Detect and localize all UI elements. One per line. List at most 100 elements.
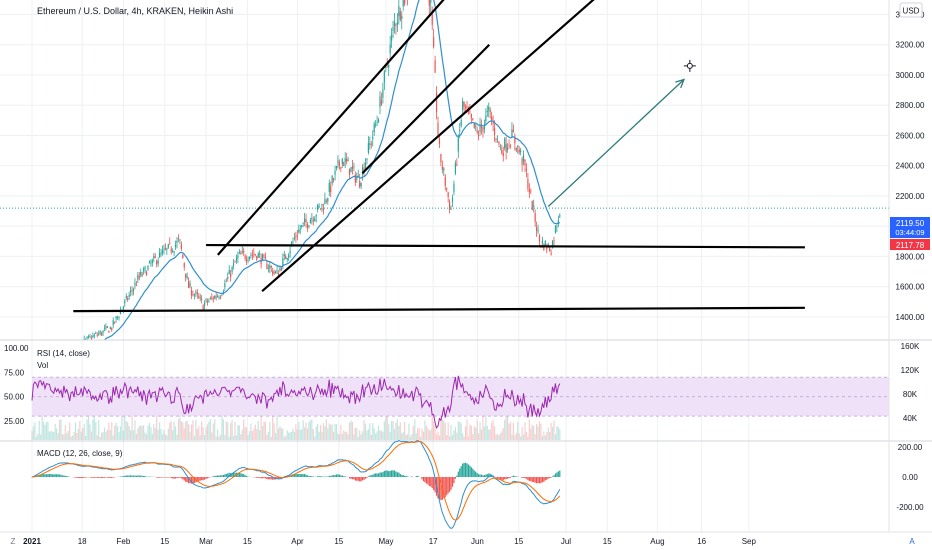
macd-histogram-bar xyxy=(350,477,352,479)
volume-bar xyxy=(183,428,185,440)
macd-histogram-bar xyxy=(321,476,323,477)
macd-histogram-bar xyxy=(434,477,436,493)
candle-body xyxy=(370,143,372,145)
volume-bar xyxy=(69,422,71,440)
macd-histogram-bar xyxy=(134,475,136,477)
macd-histogram-bar xyxy=(460,466,462,477)
rsi-pane[interactable]: 25.00 50.00 75.00 100.00 xyxy=(4,344,889,429)
candle-body xyxy=(183,263,185,268)
candle-body xyxy=(276,270,278,272)
candle-body xyxy=(292,240,294,242)
macd-histogram-bar xyxy=(43,474,45,477)
volume-bar xyxy=(163,430,165,440)
candle-body xyxy=(261,254,264,261)
volume-bar xyxy=(546,431,548,440)
candle-body xyxy=(479,124,481,132)
volume-bar xyxy=(198,425,200,440)
macd-histogram-bar xyxy=(301,474,303,477)
volume-bar xyxy=(464,426,467,440)
currency-box[interactable] xyxy=(899,2,923,18)
macd-histogram-bar xyxy=(380,472,383,477)
volume-bar xyxy=(196,428,198,440)
rsi-legend[interactable]: RSI (14, close) xyxy=(37,349,90,358)
volume-bar xyxy=(67,430,69,440)
macd-histogram-bar xyxy=(102,477,104,478)
last-price-badge xyxy=(890,217,930,238)
macd-histogram-bar xyxy=(109,477,111,478)
candle-body xyxy=(109,327,111,330)
volume-bar xyxy=(56,428,58,440)
macd-histogram-bar xyxy=(206,477,209,479)
macd-histogram-bar xyxy=(505,477,507,480)
volume-bar xyxy=(77,428,79,440)
volume-bar xyxy=(109,430,111,440)
volume-bar xyxy=(282,428,284,440)
volume-bar xyxy=(388,424,390,440)
volume-bar xyxy=(111,422,113,440)
volume-bar xyxy=(227,422,229,440)
macd-histogram-bar xyxy=(180,477,182,479)
macd-histogram-bar xyxy=(377,473,380,477)
macd-histogram-bar xyxy=(369,475,371,477)
volume-bar xyxy=(469,424,471,440)
candle-body xyxy=(156,260,158,265)
macd-histogram-bar xyxy=(521,477,523,479)
candle-body xyxy=(298,229,300,233)
timezone-icon[interactable]: Z xyxy=(11,537,16,546)
volume-bar xyxy=(58,419,61,440)
candle-body xyxy=(164,248,166,250)
volume-bar xyxy=(190,424,193,440)
candle-body xyxy=(154,256,156,258)
candle-body xyxy=(208,300,210,302)
candle-body xyxy=(286,258,288,260)
time-tick-label: Aug xyxy=(650,537,664,546)
drawing-layer[interactable] xyxy=(73,0,805,313)
volume-bar xyxy=(250,423,252,440)
volume-bar xyxy=(246,427,248,440)
candle-body xyxy=(512,130,514,133)
macd-legend[interactable]: MACD (12, 26, close, 9) xyxy=(37,449,123,458)
volume-bar xyxy=(327,428,329,440)
volume-bar xyxy=(79,420,81,440)
volume-bar xyxy=(318,431,320,440)
candle-body xyxy=(180,244,182,249)
volume-bar xyxy=(343,430,345,440)
volume-bar xyxy=(351,421,354,440)
macd-histogram-bar xyxy=(174,477,177,479)
volume-bar xyxy=(179,403,181,440)
price-pane[interactable] xyxy=(0,0,889,421)
volume-bar xyxy=(489,429,491,440)
volume-bar xyxy=(467,436,470,440)
volume-bar xyxy=(538,421,541,440)
macd-histogram-bar xyxy=(340,475,342,477)
macd-histogram-bar xyxy=(534,477,536,483)
time-tick-label: 18 xyxy=(78,537,87,546)
macd-histogram-bar xyxy=(47,474,49,477)
macd-histogram-bar xyxy=(367,476,369,477)
macd-histogram-bar xyxy=(398,472,400,477)
candle-body xyxy=(376,122,378,124)
volume-bar xyxy=(182,422,184,440)
volume-bar xyxy=(93,395,95,440)
macd-histogram-bar xyxy=(509,477,512,478)
volume-legend[interactable]: Vol xyxy=(37,361,48,370)
candle-body xyxy=(173,251,175,253)
macd-pane[interactable]: 200.00 0.00 -200.00 xyxy=(31,439,924,529)
macd-histogram-bar xyxy=(427,477,429,485)
candle-body xyxy=(128,294,130,297)
macd-histogram-bar xyxy=(41,474,43,477)
macd-histogram-bar xyxy=(260,477,262,479)
volume-bar xyxy=(488,429,490,440)
volume-bar xyxy=(228,436,230,440)
auto-scale-icon[interactable]: A xyxy=(909,537,915,546)
macd-histogram-bar xyxy=(202,477,204,481)
candle-body xyxy=(218,297,220,299)
candle-body xyxy=(230,274,232,278)
volume-bar xyxy=(222,419,224,440)
volume-bar xyxy=(128,425,130,440)
volume-bar xyxy=(164,434,166,440)
candle-body xyxy=(486,111,488,113)
volume-bar xyxy=(266,435,268,440)
candle-body xyxy=(335,165,338,169)
